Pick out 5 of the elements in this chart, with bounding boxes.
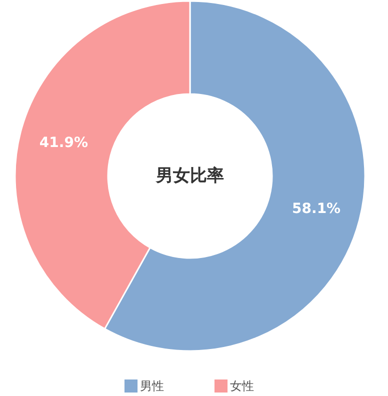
data-label: 58.1% xyxy=(292,200,341,217)
text: 男女比率 xyxy=(155,166,224,186)
legend-label: 女性 xyxy=(230,379,254,393)
legend-label: 男性 xyxy=(140,379,164,393)
data-label: 41.9% xyxy=(39,135,88,152)
